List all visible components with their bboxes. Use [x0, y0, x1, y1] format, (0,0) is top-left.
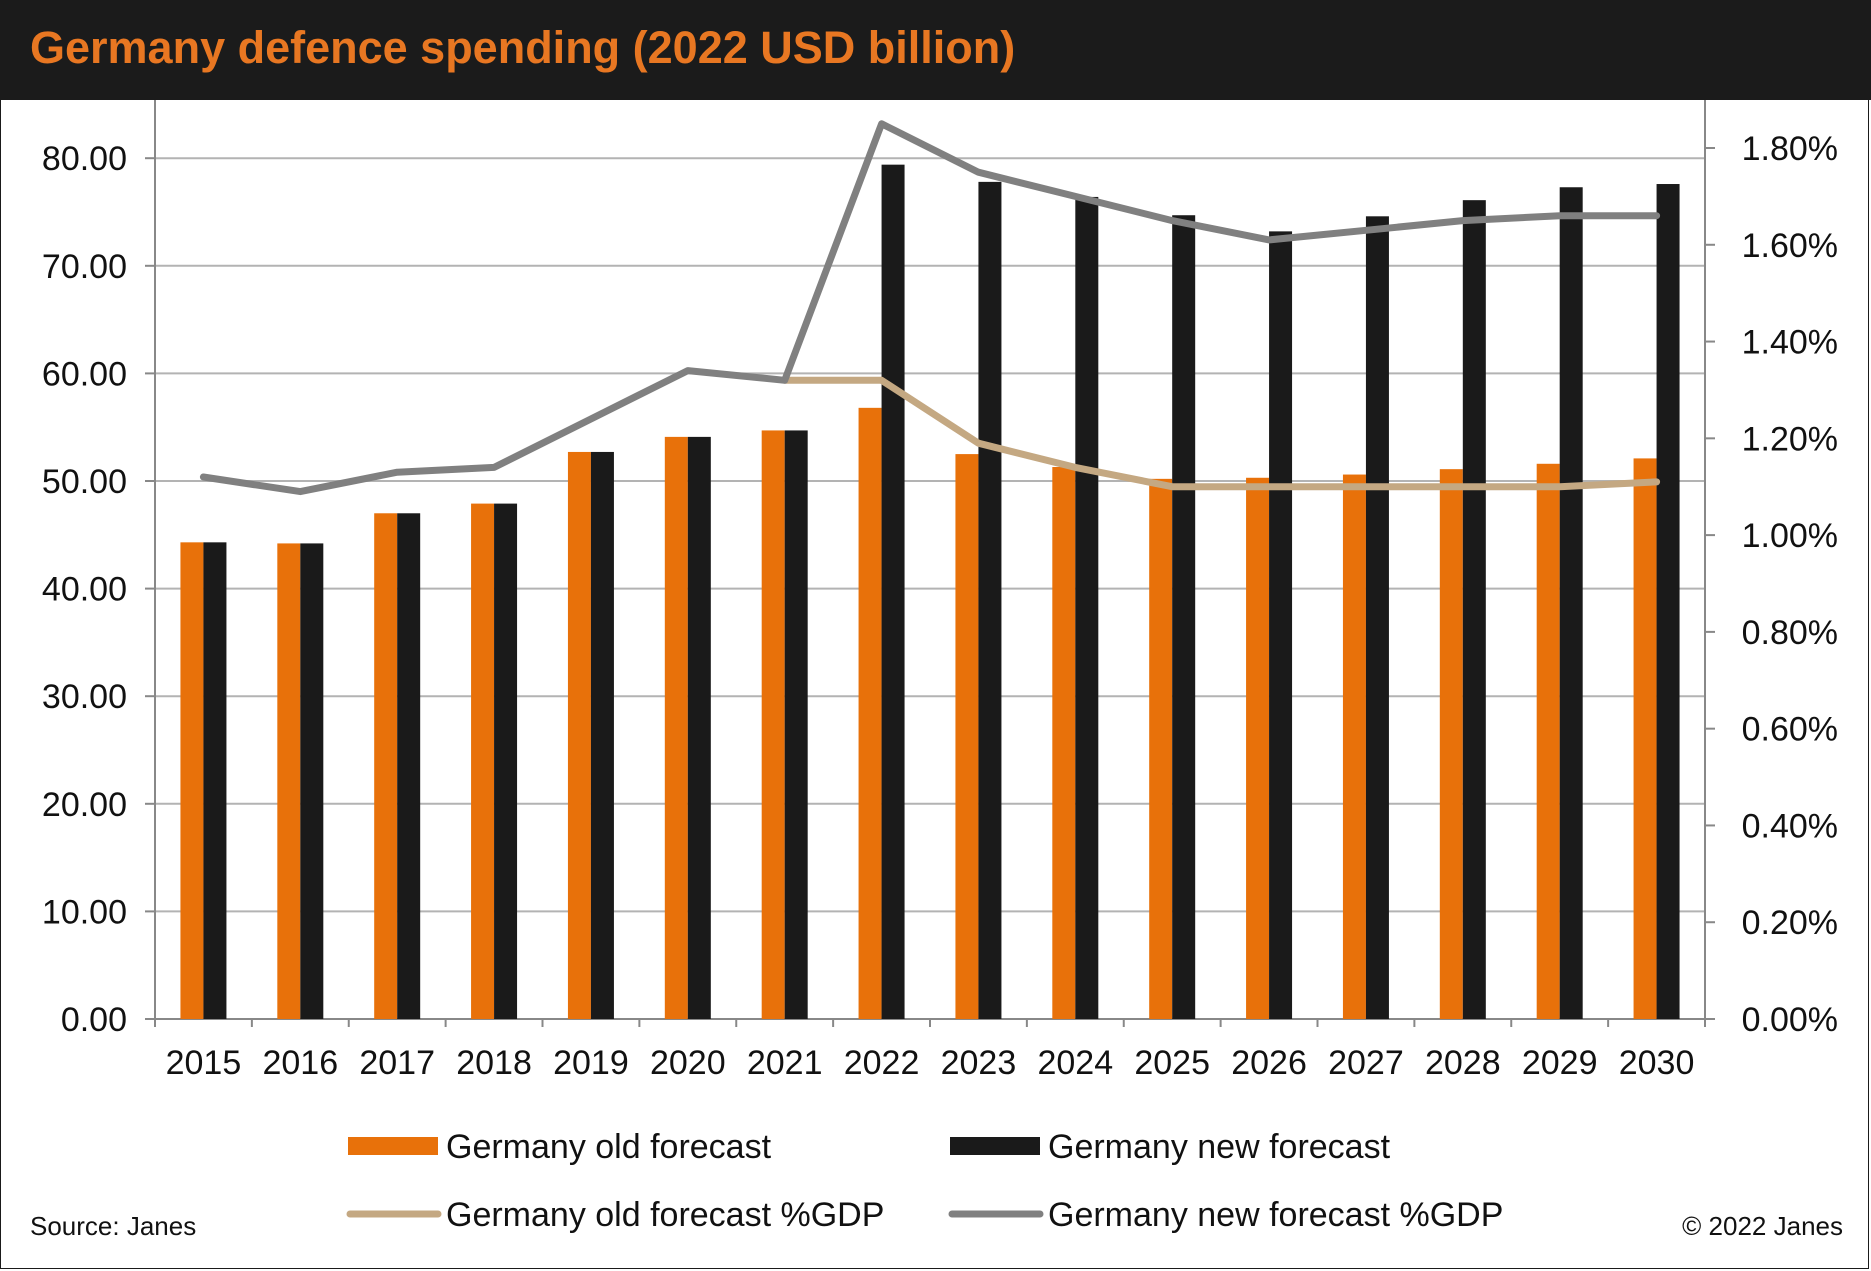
legend-old-forecast-gdp-label: Germany old forecast %GDP: [446, 1196, 884, 1234]
bar-old-2027: [1342, 474, 1366, 1019]
bar-old-2028: [1439, 469, 1463, 1019]
bar-new-2020: [687, 436, 711, 1019]
legend-old-forecast-label: Germany old forecast: [446, 1128, 772, 1166]
right-axis-tick-label: 0.80%: [1742, 614, 1838, 652]
right-axis-tick-label: 1.60%: [1742, 227, 1838, 265]
right-axis-tick-label: 1.00%: [1742, 517, 1838, 555]
x-axis-tick-label: 2019: [553, 1044, 629, 1082]
copyright-note: © 2022 Janes: [1682, 1211, 1843, 1241]
x-axis-tick-label: 2016: [262, 1044, 338, 1082]
x-axis-tick-label: 2030: [1619, 1044, 1695, 1082]
left-axis-tick-label: 20.00: [42, 786, 127, 824]
bar-new-2016: [300, 543, 324, 1019]
x-axis-tick-label: 2028: [1425, 1044, 1501, 1082]
x-axis-tick-label: 2021: [747, 1044, 823, 1082]
bar-old-2018: [471, 503, 495, 1019]
bar-new-2022: [881, 164, 905, 1019]
bar-old-2023: [955, 454, 979, 1020]
bar-new-2026: [1269, 231, 1293, 1020]
right-axis-tick-label: 0.40%: [1742, 807, 1838, 845]
bar-new-2027: [1365, 216, 1389, 1019]
source-note: Source: Janes: [30, 1211, 197, 1241]
bar-new-2028: [1462, 200, 1486, 1019]
bar-old-2016: [277, 543, 301, 1019]
bar-old-2029: [1536, 463, 1560, 1019]
bar-new-2030: [1656, 184, 1680, 1020]
chart-title: Germany defence spending (2022 USD billi…: [30, 22, 1016, 73]
x-axis-tick-label: 2022: [844, 1044, 920, 1082]
bar-old-2030: [1633, 458, 1657, 1019]
left-axis-tick-label: 30.00: [42, 678, 127, 716]
x-axis-tick-label: 2015: [166, 1044, 242, 1082]
right-axis-tick-label: 1.80%: [1742, 130, 1838, 168]
x-axis-tick-label: 2026: [1231, 1044, 1307, 1082]
bar-new-2017: [397, 513, 421, 1019]
bar-old-2021: [761, 430, 785, 1020]
left-axis-tick-label: 70.00: [42, 248, 127, 286]
left-axis-tick-label: 80.00: [42, 140, 127, 178]
right-axis-tick-label: 0.00%: [1742, 1001, 1838, 1039]
line-new-forecast-gdp: [199, 120, 1661, 496]
left-axis-tick-label: 40.00: [42, 571, 127, 609]
legend-new-forecast-label: Germany new forecast: [1048, 1128, 1391, 1166]
bar-new-2023: [978, 181, 1002, 1019]
bar-new-2025: [1172, 215, 1196, 1019]
bars: [180, 164, 1680, 1020]
bar-new-2019: [590, 451, 614, 1019]
bar-new-2015: [203, 542, 227, 1019]
bar-old-2015: [180, 542, 204, 1019]
bar-old-2017: [374, 513, 398, 1019]
bar-new-2018: [494, 503, 518, 1019]
left-axis-tick-label: 50.00: [42, 463, 127, 501]
left-axis-tick-label: 60.00: [42, 355, 127, 393]
legend: Germany old forecast Germany new forecast…: [346, 1128, 1503, 1234]
x-axis-tick-label: 2023: [941, 1044, 1017, 1082]
bar-old-2025: [1149, 478, 1173, 1019]
x-axis-tick-label: 2029: [1522, 1044, 1598, 1082]
x-axis-tick-label: 2025: [1134, 1044, 1210, 1082]
x-axis-tick-label: 2027: [1328, 1044, 1404, 1082]
bar-new-2024: [1075, 196, 1099, 1019]
right-axis-tick-label: 1.20%: [1742, 420, 1838, 458]
x-axis-tick-label: 2017: [359, 1044, 435, 1082]
axes: 0.00 10.00 20.00 30.00 40.00 50.00 60.00 70.00 8…: [42, 100, 1838, 1082]
bar-old-2019: [567, 451, 591, 1019]
legend-new-forecast-swatch: [950, 1137, 1040, 1155]
left-axis-tick-label: 10.00: [42, 893, 127, 931]
right-axis-tick-label: 1.40%: [1742, 324, 1838, 362]
legend-old-forecast-swatch: [348, 1137, 438, 1155]
bar-new-2029: [1559, 187, 1583, 1019]
left-axis-tick-label: 0.00: [61, 1001, 127, 1039]
lines: [199, 120, 1661, 496]
bar-new-2021: [784, 430, 808, 1020]
bar-old-2022: [858, 407, 882, 1019]
x-axis-tick-label: 2020: [650, 1044, 726, 1082]
line-old-forecast-gdp: [781, 376, 1661, 491]
right-axis-tick-label: 0.60%: [1742, 711, 1838, 749]
title-bar: [0, 0, 1871, 100]
right-axis-tick-label: 0.20%: [1742, 904, 1838, 942]
x-axis-tick-label: 2024: [1037, 1044, 1113, 1082]
bar-old-2020: [664, 436, 688, 1019]
legend-new-forecast-gdp-label: Germany new forecast %GDP: [1048, 1196, 1503, 1234]
bar-old-2024: [1052, 467, 1076, 1020]
bar-old-2026: [1246, 477, 1270, 1020]
x-axis-tick-label: 2018: [456, 1044, 532, 1082]
